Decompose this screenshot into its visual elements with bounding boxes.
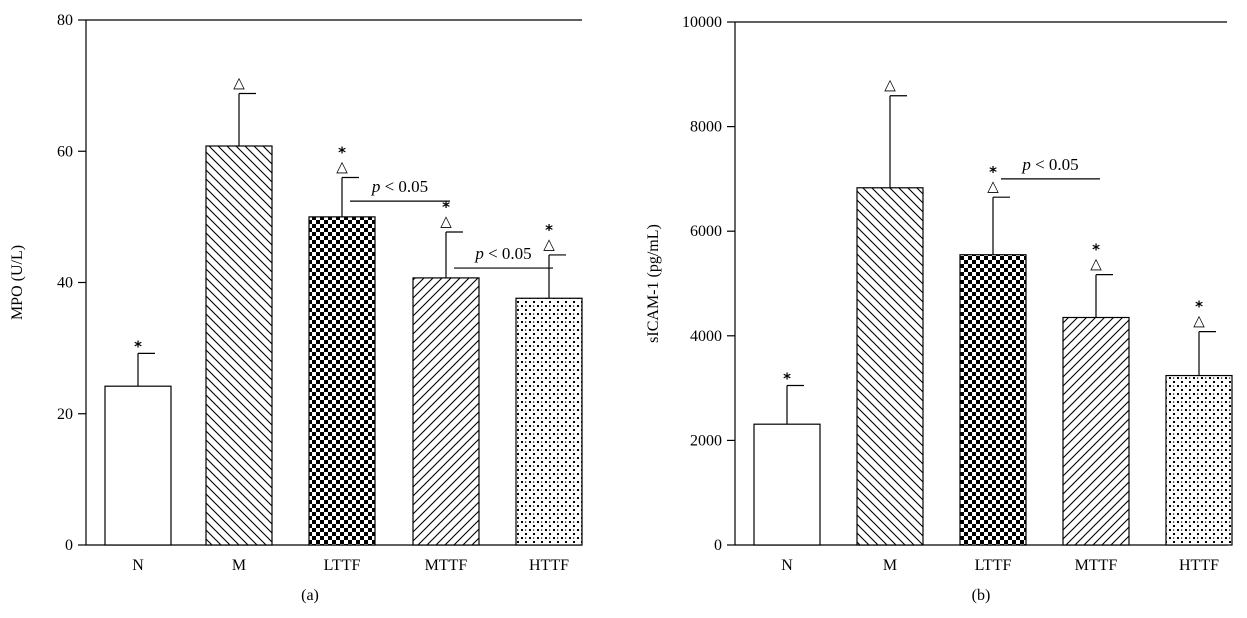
significance-triangle: △ (987, 177, 999, 195)
significance-triangle: △ (336, 158, 348, 176)
significance-asterisk: * (545, 221, 553, 239)
p-symbol: p (1021, 155, 1031, 174)
bar-m (205, 145, 273, 546)
y-tick-label: 40 (57, 275, 73, 292)
bar-n (753, 423, 821, 546)
y-tick-label: 4000 (690, 328, 722, 345)
significance-triangle: △ (1193, 312, 1205, 330)
bar-httf (1165, 374, 1233, 546)
x-tick-label: HTTF (529, 557, 569, 574)
significance-asterisk: * (1195, 298, 1203, 316)
significance-label: p < 0.05 (371, 177, 428, 196)
panel-label: (b) (972, 587, 991, 604)
p-threshold: < 0.05 (380, 177, 428, 196)
x-tick-label: HTTF (1179, 557, 1219, 574)
significance-asterisk: * (338, 144, 346, 162)
significance-asterisk: * (442, 198, 450, 216)
y-tick-label: 20 (57, 406, 73, 423)
y-tick-label: 2000 (690, 432, 722, 449)
significance-triangle: △ (440, 212, 452, 230)
y-tick-label: 0 (714, 537, 722, 554)
y-tick-label: 10000 (682, 14, 722, 31)
bar-lttf (959, 254, 1027, 546)
significance-label: p < 0.05 (474, 244, 531, 263)
y-axis-title: sICAM-1 (pg/mL) (645, 224, 662, 343)
significance-asterisk: * (783, 369, 791, 387)
x-tick-label: MTTF (1075, 557, 1118, 574)
significance-triangle: △ (543, 235, 555, 253)
significance-asterisk: * (1092, 241, 1100, 259)
x-tick-label: M (883, 557, 897, 574)
p-threshold: < 0.05 (484, 244, 532, 263)
bar-mttf (1062, 316, 1130, 546)
bar-mttf (412, 277, 480, 546)
significance-label: p < 0.05 (1021, 155, 1078, 174)
y-tick-label: 60 (57, 143, 73, 160)
p-symbol: p (474, 244, 484, 263)
significance-asterisk: * (134, 337, 142, 355)
p-threshold: < 0.05 (1031, 155, 1079, 174)
significance-triangle: △ (233, 74, 245, 92)
panel-label: (a) (301, 587, 319, 604)
x-tick-label: N (132, 557, 144, 574)
bar-m (856, 187, 924, 546)
y-tick-label: 80 (57, 12, 73, 29)
significance-triangle: △ (1090, 255, 1102, 273)
y-tick-label: 6000 (690, 223, 722, 240)
p-symbol: p (371, 177, 381, 196)
y-tick-label: 0 (65, 537, 73, 554)
x-tick-label: LTTF (975, 557, 1012, 574)
chart-panel-1: 0 2000 4000 6000 8000 10000 sICAM-1 (pg/mL) * N △… (645, 14, 1233, 604)
bar-n (104, 385, 172, 546)
x-tick-label: LTTF (324, 557, 361, 574)
y-tick-label: 8000 (690, 119, 722, 136)
y-axis-title: MPO (U/L) (9, 245, 26, 320)
x-tick-label: M (232, 557, 246, 574)
x-tick-label: N (781, 557, 793, 574)
significance-triangle: △ (884, 76, 896, 94)
bar-httf (515, 297, 583, 546)
significance-asterisk: * (989, 163, 997, 181)
x-tick-label: MTTF (425, 557, 468, 574)
bar-lttf (308, 216, 376, 546)
